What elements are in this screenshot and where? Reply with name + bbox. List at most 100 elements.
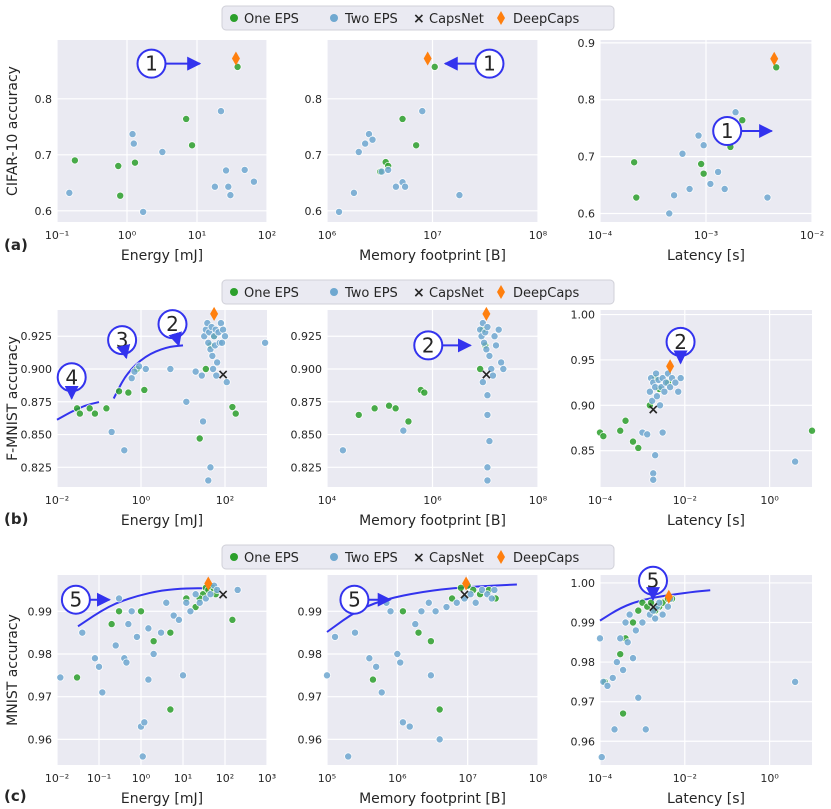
two-eps-point <box>233 585 242 594</box>
one-eps-point <box>391 404 400 413</box>
one-eps-point <box>476 364 485 373</box>
two-eps-point <box>612 658 621 667</box>
plot-background <box>600 575 812 765</box>
y-tick-label: 0.96 <box>28 733 53 746</box>
legend-deepcaps-label: DeepCaps <box>513 551 580 566</box>
one-eps-point <box>231 409 240 418</box>
x-axis-label: Energy [mJ] <box>121 791 203 807</box>
plot-background <box>57 575 267 765</box>
two-eps-point <box>714 167 723 176</box>
one-eps-point <box>149 637 158 646</box>
two-eps-point <box>478 378 487 387</box>
x-tick-label: 10⁰ <box>132 772 151 785</box>
x-axis-label: Energy [mJ] <box>121 513 203 529</box>
y-tick-label: 0.925 <box>291 330 323 343</box>
annotation-label: 2 <box>166 312 179 336</box>
two-eps-point <box>120 446 129 455</box>
two-eps-point <box>331 632 340 641</box>
one-eps-point <box>201 364 210 373</box>
y-tick-label: 0.925 <box>21 330 53 343</box>
one-eps-point <box>404 417 413 426</box>
two-eps-point <box>442 603 451 612</box>
two-eps-point <box>466 590 475 599</box>
annotation-label: 3 <box>116 328 129 352</box>
one-eps-point <box>130 158 139 167</box>
two-eps-point <box>199 417 208 426</box>
one-eps-point <box>628 618 637 627</box>
two-eps-point <box>135 362 144 371</box>
one-eps-point <box>102 404 111 413</box>
legend-two-eps-label: Two EPS <box>344 286 398 301</box>
two-eps-point <box>621 618 630 627</box>
legend-deepcaps-marker <box>497 285 505 299</box>
y-tick-label: 0.99 <box>298 605 323 618</box>
two-eps-point <box>216 107 225 116</box>
two-eps-point <box>674 387 683 396</box>
two-eps-point <box>645 387 654 396</box>
legend-one-eps-label: One EPS <box>244 12 299 27</box>
two-eps-point <box>483 476 492 485</box>
deepcaps-point <box>666 359 675 374</box>
legend-two-eps-marker <box>330 553 338 561</box>
panel-1-2: 10⁻⁴ 10⁻² 10⁰ 0.85 0.90 0.95 1.00 Latency [s] × 2 <box>571 309 817 529</box>
x-tick-label: 10⁻⁴ <box>588 494 613 507</box>
x-tick-label: 10⁻⁴ <box>588 229 613 242</box>
deepcaps-point <box>210 306 219 321</box>
two-eps-point <box>694 131 703 140</box>
two-eps-point <box>144 624 153 633</box>
one-eps-point <box>699 169 708 178</box>
one-eps-point <box>140 385 149 394</box>
y-tick-label: 0.98 <box>298 648 323 661</box>
one-eps-point <box>599 432 608 441</box>
x-axis-label: Latency [s] <box>667 513 745 529</box>
two-eps-point <box>115 594 124 603</box>
one-eps-point <box>621 416 630 425</box>
legend-one-eps-label: One EPS <box>244 551 299 566</box>
panel-2-2: 10⁻⁴ 10⁻² 10⁰ 0.96 0.97 0.98 0.99 1.00 Latency [… <box>571 565 812 807</box>
two-eps-point <box>763 193 772 202</box>
two-eps-point <box>361 139 370 148</box>
x-tick-label: 10⁰ <box>760 494 779 507</box>
panel-1-0: 10⁻² 10⁰ 10² 0.825 0.850 0.875 0.900 0.925 Energ… <box>5 306 270 529</box>
legend-one-eps-marker <box>230 553 238 561</box>
two-eps-point <box>98 688 107 697</box>
one-eps-point <box>435 705 444 714</box>
one-eps-point <box>75 409 84 418</box>
two-eps-point <box>483 323 492 332</box>
y-tick-label: 0.97 <box>28 691 53 704</box>
two-eps-point <box>197 371 206 380</box>
one-eps-point <box>166 628 175 637</box>
x-tick-label: 10⁴ <box>318 494 337 507</box>
two-eps-point <box>401 182 410 191</box>
annotation-label: 5 <box>647 569 660 593</box>
one-eps-point <box>354 410 363 419</box>
one-eps-point <box>115 387 124 396</box>
y-tick-label: 0.85 <box>571 445 596 458</box>
deepcaps-point <box>462 576 471 591</box>
two-eps-point <box>78 628 87 637</box>
one-eps-point <box>426 637 435 646</box>
two-eps-point <box>128 130 137 139</box>
two-eps-point <box>648 396 657 405</box>
y-tick-label: 0.8 <box>578 94 596 107</box>
two-eps-point <box>354 147 363 156</box>
two-eps-point <box>166 364 175 373</box>
two-eps-point <box>124 620 133 629</box>
two-eps-point <box>350 628 359 637</box>
two-eps-point <box>249 177 258 186</box>
two-eps-point <box>731 108 740 117</box>
two-eps-point <box>213 358 222 367</box>
two-eps-point <box>418 107 427 116</box>
two-eps-point <box>204 476 213 485</box>
x-tick-label: 10⁷ <box>423 229 441 242</box>
x-tick-label: 10² <box>216 494 234 507</box>
panels: 10⁻¹ 10⁰ 10¹ 10² 0.6 0.7 0.8 Energy [mJ] CIFAR-1… <box>5 37 824 807</box>
two-eps-point <box>195 598 204 607</box>
two-eps-point <box>663 602 672 611</box>
two-eps-point <box>643 430 652 439</box>
row-label-b: (b) <box>4 510 28 528</box>
two-eps-point <box>652 392 661 401</box>
two-eps-point <box>492 341 501 350</box>
two-eps-point <box>666 383 675 392</box>
one-eps-point <box>182 114 191 123</box>
